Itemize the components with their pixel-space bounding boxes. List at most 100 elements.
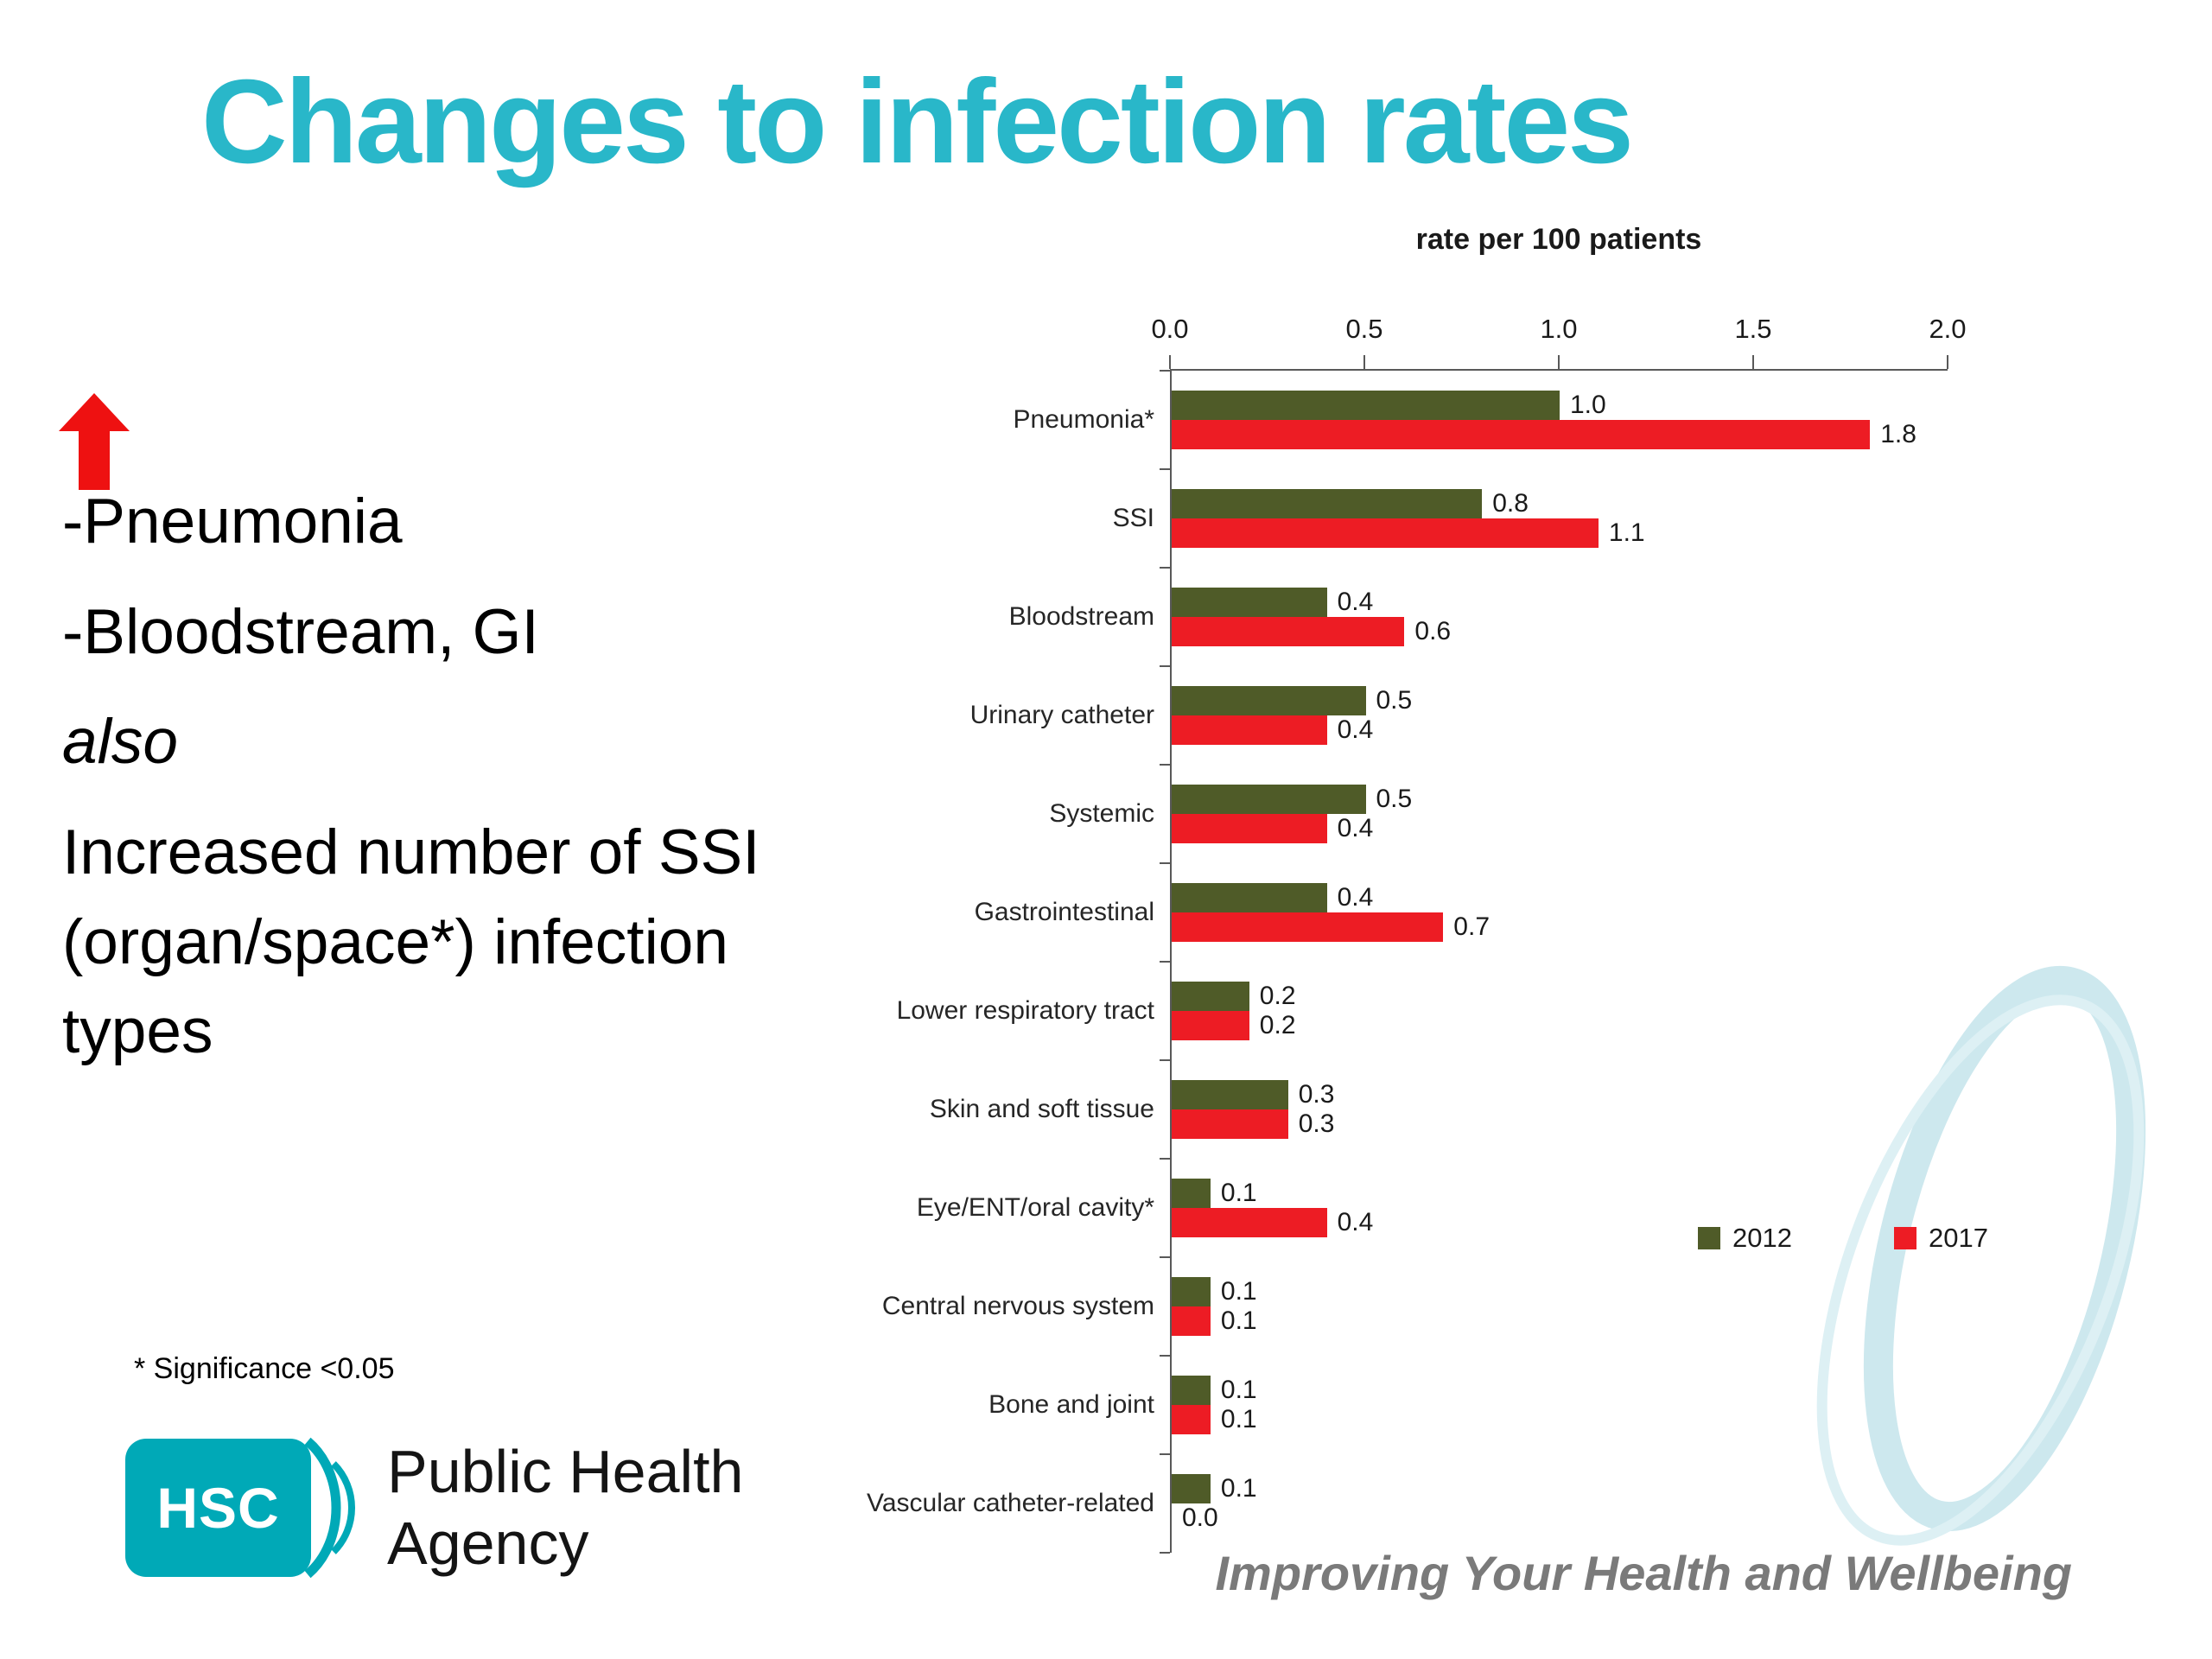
- bar-2012: [1172, 391, 1560, 420]
- x-tick-label: 1.0: [1540, 314, 1578, 344]
- bar-line-2012: 0.1: [1172, 1474, 1948, 1503]
- bar-2012: [1172, 686, 1366, 715]
- legend-swatch: [1893, 1227, 1916, 1249]
- logo-name: Public Health Agency: [387, 1436, 743, 1579]
- hsc-logo-box: HSC: [125, 1439, 311, 1577]
- bar-line-2017: 0.2: [1172, 1011, 1948, 1040]
- bar-value-label: 0.1: [1220, 1306, 1257, 1335]
- bar-value-label: 0.3: [1298, 1109, 1335, 1138]
- significance-footnote: * Significance <0.05: [134, 1352, 395, 1385]
- bar-2012: [1172, 1376, 1211, 1405]
- swoosh-watermark-icon: [1816, 965, 2146, 1546]
- legend-item-2017: 2017: [1893, 1223, 1988, 1254]
- bar-2017: [1172, 912, 1444, 942]
- bar-pair: 0.2 0.2: [1172, 982, 1948, 1040]
- bar-line-2012: 1.0: [1172, 391, 1948, 420]
- x-tick-mark: [1752, 355, 1754, 369]
- bar-2017: [1172, 420, 1871, 449]
- category-tick-mark: [1160, 1256, 1170, 1258]
- bar-pair: 0.5 0.4: [1172, 785, 1948, 843]
- bar-value-label: 0.1: [1220, 1474, 1257, 1503]
- bar-2017: [1172, 1405, 1211, 1434]
- bar-value-label: 0.8: [1492, 489, 1529, 518]
- bar-pair: 0.4 0.6: [1172, 588, 1948, 646]
- bar-2017: [1172, 518, 1599, 548]
- chart-row: Pneumonia* 1.0 1.8: [1014, 370, 1948, 469]
- logo-name-line2: Agency: [387, 1510, 589, 1577]
- x-tick-label: 1.5: [1734, 314, 1772, 344]
- bar-line-2012: 0.3: [1172, 1080, 1948, 1109]
- bar-pair: 0.8 1.1: [1172, 489, 1948, 548]
- bar-pair: 0.1 0.0: [1172, 1474, 1948, 1533]
- bar-2012: [1172, 1277, 1211, 1306]
- category-label: Bloodstream: [1008, 602, 1154, 631]
- category-tick-mark: [1160, 567, 1170, 569]
- bullet-pneumonia: -Pneumonia: [62, 486, 403, 556]
- bar-line-2017: 0.4: [1172, 814, 1948, 843]
- legend-swatch: [1698, 1227, 1720, 1249]
- bar-line-2017: 0.4: [1172, 715, 1948, 745]
- bar-pair: 0.3 0.3: [1172, 1080, 1948, 1139]
- bar-2017: [1172, 1109, 1288, 1139]
- category-label: Systemic: [1049, 799, 1154, 828]
- category-tick-mark: [1160, 1453, 1170, 1455]
- x-tick-mark: [1363, 355, 1365, 369]
- bar-2017: [1172, 1306, 1211, 1336]
- bar-value-label: 0.4: [1337, 1208, 1374, 1236]
- x-tick-label: 2.0: [1929, 314, 1967, 344]
- bar-value-label: 0.4: [1337, 814, 1374, 842]
- x-tick-label: 0.5: [1345, 314, 1383, 344]
- legend-item-2012: 2012: [1698, 1223, 1792, 1254]
- also-text: also: [62, 707, 178, 778]
- bar-value-label: 0.2: [1259, 1011, 1296, 1039]
- page-title: Changes to infection rates: [201, 55, 1634, 188]
- bar-line-2017: 0.0: [1172, 1503, 1948, 1533]
- bar-line-2017: 0.1: [1172, 1405, 1948, 1434]
- bar-2012: [1172, 982, 1249, 1011]
- category-tick-mark: [1160, 1059, 1170, 1061]
- category-label: Pneumonia*: [1013, 405, 1154, 434]
- category-label: Lower respiratory tract: [896, 996, 1154, 1025]
- bar-pair: 0.1 0.1: [1172, 1277, 1948, 1336]
- category-label: Central nervous system: [881, 1292, 1154, 1320]
- bar-value-label: 0.4: [1337, 588, 1374, 616]
- bar-line-2012: 0.4: [1172, 883, 1948, 912]
- category-label: Skin and soft tissue: [929, 1095, 1154, 1123]
- chart-row: Skin and soft tissue 0.3 0.3: [930, 1059, 1948, 1159]
- category-tick-mark: [1160, 764, 1170, 766]
- chart-axis-title: rate per 100 patients: [1415, 223, 1702, 256]
- bar-value-label: 1.0: [1570, 391, 1606, 419]
- category-label: Gastrointestinal: [974, 898, 1154, 926]
- bar-value-label: 0.2: [1259, 982, 1296, 1010]
- category-tick-mark: [1160, 370, 1170, 372]
- chart-row: Eye/ENT/oral cavity* 0.1 0.4: [917, 1158, 1948, 1257]
- logo-name-line1: Public Health: [387, 1438, 744, 1506]
- bar-2017: [1172, 715, 1327, 745]
- ssi-paragraph: Increased number of SSI (organ/space*) i…: [62, 817, 760, 1067]
- bar-line-2017: 0.1: [1172, 1306, 1948, 1336]
- bar-value-label: 0.1: [1220, 1405, 1257, 1433]
- bar-value-label: 0.7: [1453, 912, 1491, 941]
- bar-value-label: 0.0: [1182, 1503, 1218, 1532]
- chart-legend: 2012 2017: [1698, 1223, 1988, 1254]
- bar-line-2012: 0.2: [1172, 982, 1948, 1011]
- bar-line-2017: 0.4: [1172, 1208, 1948, 1237]
- bar-line-2017: 1.8: [1172, 420, 1948, 449]
- bar-2012: [1172, 883, 1327, 912]
- chart-row: Central nervous system 0.1 0.1: [882, 1256, 1948, 1356]
- bar-pair: 1.0 1.8: [1172, 391, 1948, 449]
- bar-2017: [1172, 814, 1327, 843]
- bar-line-2012: 0.8: [1172, 489, 1948, 518]
- hsc-logo-abbr: HSC: [156, 1476, 280, 1540]
- bar-value-label: 0.6: [1414, 617, 1452, 645]
- bar-line-2017: 0.6: [1172, 617, 1948, 646]
- category-label: SSI: [1112, 504, 1154, 532]
- legend-label: 2012: [1732, 1223, 1792, 1253]
- category-label: Urinary catheter: [969, 701, 1154, 729]
- chart-row: SSI 0.8 1.1: [1113, 468, 1948, 568]
- bar-line-2017: 1.1: [1172, 518, 1948, 548]
- bar-line-2017: 0.7: [1172, 912, 1948, 942]
- x-tick-mark: [1169, 355, 1171, 369]
- legend-label: 2017: [1928, 1223, 1988, 1253]
- bar-value-label: 0.4: [1337, 883, 1374, 912]
